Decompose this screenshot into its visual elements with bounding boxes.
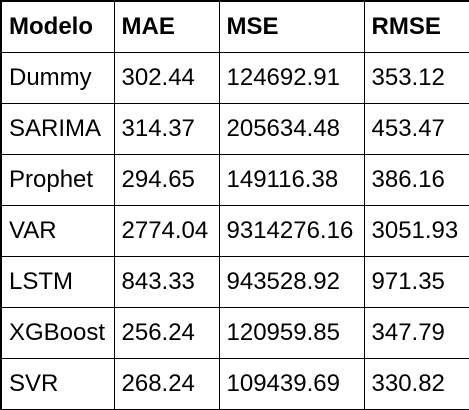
header-mae: MAE bbox=[113, 0, 220, 53]
cell-model: Dummy bbox=[0, 52, 115, 104]
table-row: LSTM 843.33 943528.92 971.35 bbox=[0, 256, 469, 308]
cell-model: Prophet bbox=[0, 154, 115, 206]
header-modelo: Modelo bbox=[0, 0, 115, 53]
table-row: SARIMA 314.37 205634.48 453.47 bbox=[0, 103, 469, 155]
cell-mae: 314.37 bbox=[113, 103, 220, 155]
cell-mae: 256.24 bbox=[113, 307, 220, 359]
cell-model: SARIMA bbox=[0, 103, 115, 155]
cell-mse: 9314276.16 bbox=[218, 205, 365, 257]
cell-mae: 2774.04 bbox=[113, 205, 220, 257]
cell-mae: 268.24 bbox=[113, 358, 220, 410]
cell-model: VAR bbox=[0, 205, 115, 257]
table-row: VAR 2774.04 9314276.16 3051.93 bbox=[0, 205, 469, 257]
cell-rmse: 353.12 bbox=[363, 52, 469, 104]
cell-mse: 109439.69 bbox=[218, 358, 365, 410]
header-rmse: RMSE bbox=[363, 0, 469, 53]
cell-rmse: 453.47 bbox=[363, 103, 469, 155]
cell-model: LSTM bbox=[0, 256, 115, 308]
table-row: Prophet 294.65 149116.38 386.16 bbox=[0, 154, 469, 206]
cell-mse: 205634.48 bbox=[218, 103, 365, 155]
table-row: SVR 268.24 109439.69 330.82 bbox=[0, 358, 469, 410]
cell-mse: 943528.92 bbox=[218, 256, 365, 308]
table-header-row: Modelo MAE MSE RMSE bbox=[0, 0, 469, 53]
cell-rmse: 330.82 bbox=[363, 358, 469, 410]
cell-model: SVR bbox=[0, 358, 115, 410]
cell-mse: 124692.91 bbox=[218, 52, 365, 104]
cell-rmse: 347.79 bbox=[363, 307, 469, 359]
cell-mae: 294.65 bbox=[113, 154, 220, 206]
cell-mse: 149116.38 bbox=[218, 154, 365, 206]
cell-rmse: 3051.93 bbox=[363, 205, 469, 257]
cell-model: XGBoost bbox=[0, 307, 115, 359]
cell-mse: 120959.85 bbox=[218, 307, 365, 359]
cell-mae: 302.44 bbox=[113, 52, 220, 104]
table-row: Dummy 302.44 124692.91 353.12 bbox=[0, 52, 469, 104]
cell-rmse: 971.35 bbox=[363, 256, 469, 308]
cell-mae: 843.33 bbox=[113, 256, 220, 308]
header-mse: MSE bbox=[218, 0, 365, 53]
cell-rmse: 386.16 bbox=[363, 154, 469, 206]
table-row: XGBoost 256.24 120959.85 347.79 bbox=[0, 307, 469, 359]
